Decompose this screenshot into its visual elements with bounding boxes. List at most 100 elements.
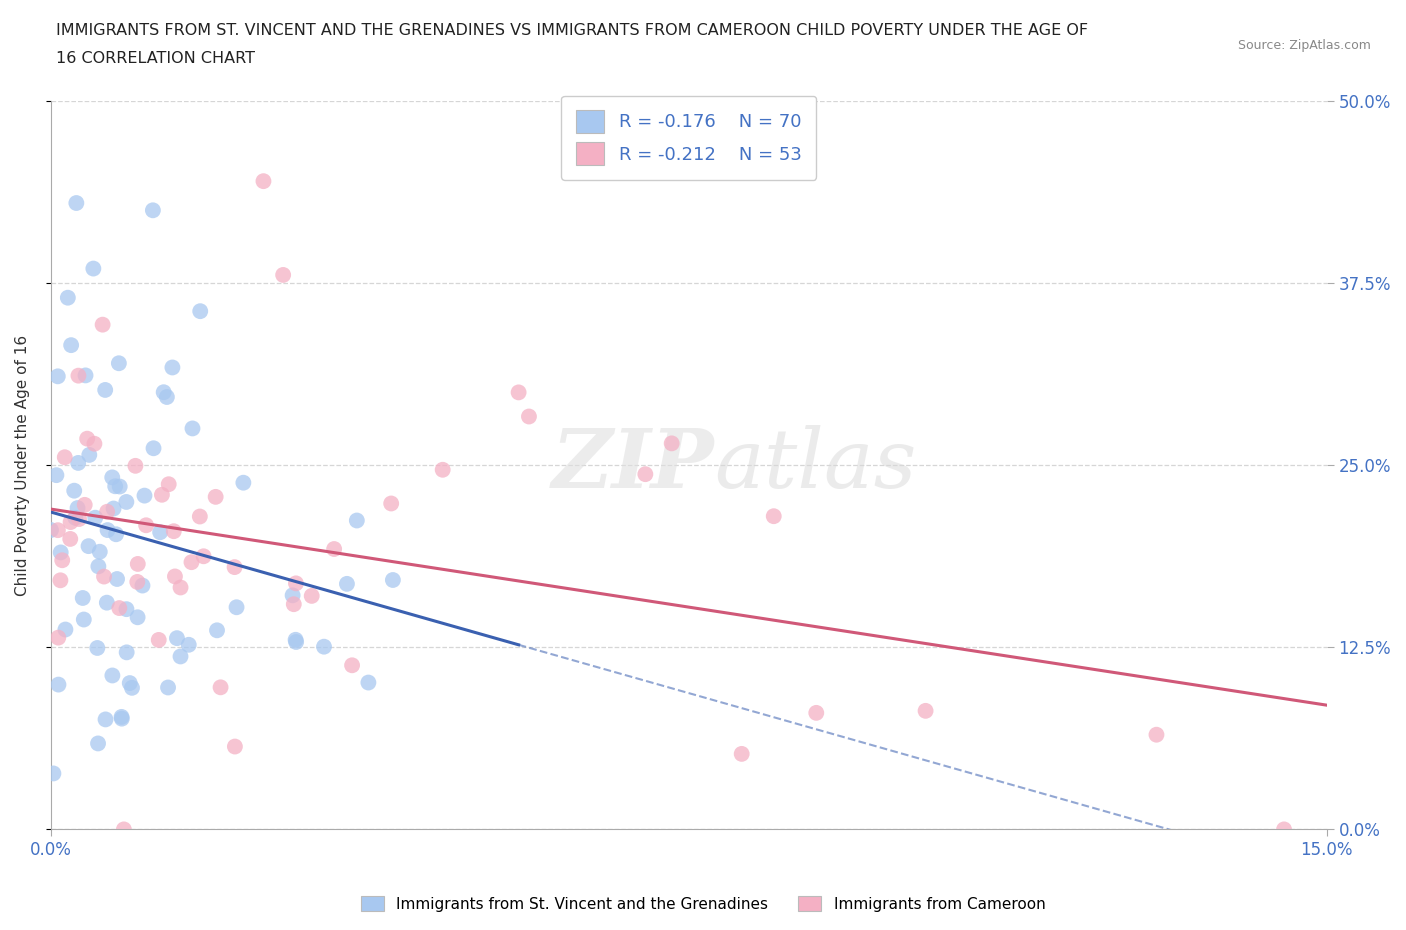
Point [157,680,180,695]
Point [232,475,254,490]
Point [336,577,359,591]
Point [193,549,215,564]
Text: ZIP: ZIP [551,425,714,505]
Point [72,591,94,605]
Legend: Immigrants from St. Vincent and the Grenadines, Immigrants from Cameroon: Immigrants from St. Vincent and the Gren… [354,889,1052,918]
Point [39,523,62,538]
Point [142,441,165,456]
Point [181,421,204,436]
Point [105,572,128,587]
Point [77,538,100,553]
Point [91,317,114,332]
Point [281,588,304,603]
Point [142,203,165,218]
Point [661,436,683,451]
Point [180,555,202,570]
Point [762,509,785,524]
Point [252,174,274,189]
Point [63,484,86,498]
Point [224,739,246,754]
Point [60,338,83,352]
Point [346,513,368,528]
Legend: R = -0.176    N = 70, R = -0.212    N = 53: R = -0.176 N = 70, R = -0.212 N = 53 [561,96,817,179]
Point [48,677,70,692]
Text: atlas: atlas [714,425,917,505]
Point [508,385,530,400]
Point [65,511,87,525]
Text: IMMIGRANTS FROM ST. VINCENT AND THE GRENADINES VS IMMIGRANTS FROM CAMEROON CHILD: IMMIGRANTS FROM ST. VINCENT AND THE GREN… [56,23,1088,38]
Point [163,569,186,584]
Point [67,456,90,471]
Point [94,382,117,397]
Point [121,681,143,696]
Point [1146,727,1168,742]
Point [105,526,128,541]
Point [225,600,247,615]
Point [86,641,108,656]
Point [104,479,127,494]
Point [59,531,82,546]
Point [49,573,72,588]
Point [89,544,111,559]
Point [169,649,191,664]
Point [66,500,89,515]
Point [65,195,87,210]
Point [73,498,96,512]
Point [96,595,118,610]
Point [75,368,97,383]
Point [285,634,308,649]
Text: Source: ZipAtlas.com: Source: ZipAtlas.com [1237,39,1371,52]
Point [1272,822,1295,837]
Point [110,710,132,724]
Point [380,496,402,511]
Point [162,360,184,375]
Point [108,601,131,616]
Point [209,680,232,695]
Point [82,261,104,276]
Point [73,612,96,627]
Point [108,356,131,371]
Point [46,369,69,384]
Point [108,479,131,494]
Point [166,631,188,645]
Point [46,631,69,645]
Point [169,580,191,595]
Point [111,711,134,726]
Point [205,623,228,638]
Point [101,668,124,683]
Point [224,560,246,575]
Point [135,518,157,533]
Point [103,501,125,516]
Point [340,658,363,672]
Point [914,703,936,718]
Point [87,559,110,574]
Point [177,637,200,652]
Point [156,390,179,405]
Point [101,470,124,485]
Point [150,487,173,502]
Point [115,644,138,659]
Point [432,462,454,477]
Point [634,467,657,482]
Point [53,450,76,465]
Y-axis label: Child Poverty Under the Age of 16: Child Poverty Under the Age of 16 [15,335,30,596]
Point [149,525,172,539]
Point [76,432,98,446]
Point [284,576,307,591]
Point [134,488,156,503]
Point [806,706,828,721]
Point [45,468,67,483]
Point [51,552,73,567]
Point [301,589,323,604]
Point [357,675,380,690]
Point [152,385,174,400]
Point [59,514,82,529]
Point [517,409,540,424]
Point [124,458,146,473]
Point [118,675,141,690]
Point [131,578,153,593]
Point [188,509,211,524]
Point [97,523,120,538]
Point [157,477,180,492]
Point [67,368,90,383]
